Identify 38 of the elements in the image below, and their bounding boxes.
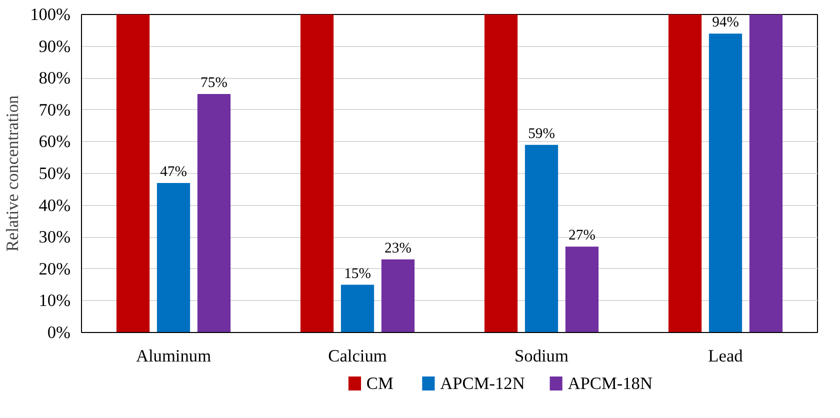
y-tick-label: 60%	[38, 132, 71, 152]
y-tick-label: 20%	[38, 259, 71, 278]
bar	[197, 94, 231, 332]
bar	[668, 14, 702, 332]
data-label: 23%	[384, 240, 412, 256]
bar	[116, 14, 150, 332]
x-tick-label: Sodium	[514, 346, 569, 366]
bar	[524, 144, 558, 332]
bar	[565, 246, 599, 332]
y-tick-label: 100%	[30, 5, 71, 24]
y-tick-label: 40%	[38, 196, 71, 215]
data-label: 94%	[712, 14, 739, 31]
data-label: 27%	[568, 228, 596, 244]
bar	[156, 183, 190, 332]
bar	[340, 284, 374, 332]
bar	[300, 14, 334, 332]
x-tick-label: Lead	[708, 346, 744, 366]
data-label: 75%	[200, 75, 228, 91]
y-axis-title: Relative concentration	[3, 94, 22, 252]
y-tick-label: 0%	[47, 323, 71, 342]
bar	[708, 34, 742, 332]
legend-label: APCM-18N	[568, 374, 653, 393]
bar	[484, 14, 518, 332]
bar	[381, 259, 415, 332]
legend-label: CM	[366, 374, 394, 393]
y-tick-label: 10%	[38, 291, 71, 310]
data-label: 15%	[344, 266, 371, 282]
data-label: 47%	[160, 164, 187, 180]
bar	[749, 14, 783, 332]
y-tick-label: 80%	[38, 68, 71, 88]
x-tick-label: Aluminum	[136, 346, 212, 366]
y-tick-label: 50%	[38, 164, 71, 183]
y-tick-label: 90%	[38, 36, 71, 56]
x-tick-label: Calcium	[328, 346, 388, 366]
y-tick-label: 70%	[38, 100, 71, 120]
y-tick-label: 30%	[38, 228, 71, 247]
legend-label: APCM-12N	[440, 374, 526, 393]
data-label: 59%	[528, 126, 555, 142]
